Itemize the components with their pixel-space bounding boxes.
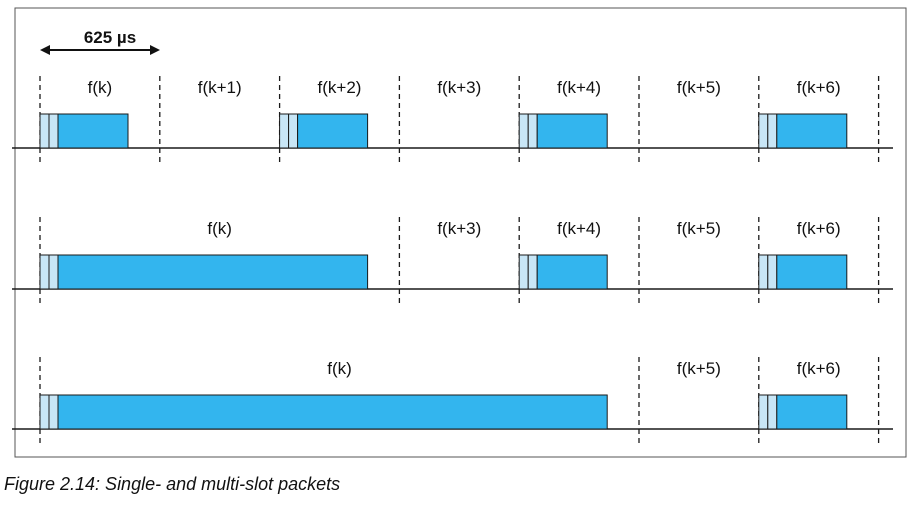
slot-label: f(k+4) [557,78,601,97]
slot-label: f(k+5) [677,359,721,378]
packet-payload [776,113,848,149]
slot-label: f(k+4) [557,219,601,238]
packet [518,113,608,149]
row-single-slot: f(k) f(k+1) f(k+2) f(k+3) f(k+4) f(k+5) f(k+6) [12,76,893,164]
packet-payload [297,113,369,149]
packet [39,394,608,430]
duration-arrow-head-left [40,45,50,55]
packet-header [48,254,59,290]
packet-payload [57,254,369,290]
packet-payload [776,394,848,430]
slot-label: f(k) [88,78,113,97]
packet-access-code [518,254,529,290]
rows-layer: f(k) f(k+1) f(k+2) f(k+3) f(k+4) f(k+5) f(k+6)… [12,76,893,445]
packet-header [767,394,778,430]
packet-payload [57,394,608,430]
packet-access-code [518,113,529,149]
packet-header [527,254,538,290]
duration-indicator: 625 µs [40,28,160,55]
packet-payload [536,113,608,149]
packet-payload [776,254,848,290]
packet [758,394,848,430]
packet-access-code [39,394,50,430]
packet-access-code [39,254,50,290]
diagram-frame [14,7,907,458]
slot-label: f(k+6) [797,359,841,378]
packet [758,254,848,290]
packet-access-code [758,394,769,430]
slot-label: f(k+1) [198,78,242,97]
packet [279,113,369,149]
packet-header [48,394,59,430]
packet-header [527,113,538,149]
duration-arrow-head-right [150,45,160,55]
slot-label: f(k+6) [797,78,841,97]
figure-caption: Figure 2.14: Single- and multi-slot pack… [4,474,341,494]
packet-access-code [279,113,290,149]
packet [758,113,848,149]
slot-label: f(k) [207,219,232,238]
packet [39,113,129,149]
packet-access-code [758,254,769,290]
row-five-slot: f(k) f(k+5) f(k+6) [12,357,893,445]
packet-header [288,113,299,149]
packet-payload [57,113,129,149]
packet-payload [536,254,608,290]
row-three-slot: f(k) f(k+3) f(k+4) f(k+5) f(k+6) [12,217,893,305]
duration-label: 625 µs [84,28,136,47]
packet-access-code [758,113,769,149]
slot-label: f(k) [327,359,352,378]
slot-label: f(k+5) [677,78,721,97]
slot-label: f(k+3) [437,78,481,97]
packet [518,254,608,290]
packet-header [48,113,59,149]
slot-label: f(k+3) [437,219,481,238]
packet-access-code [39,113,50,149]
packet [39,254,369,290]
packet-header [767,254,778,290]
slot-label: f(k+6) [797,219,841,238]
slot-label: f(k+2) [318,78,362,97]
slot-label: f(k+5) [677,219,721,238]
packet-header [767,113,778,149]
